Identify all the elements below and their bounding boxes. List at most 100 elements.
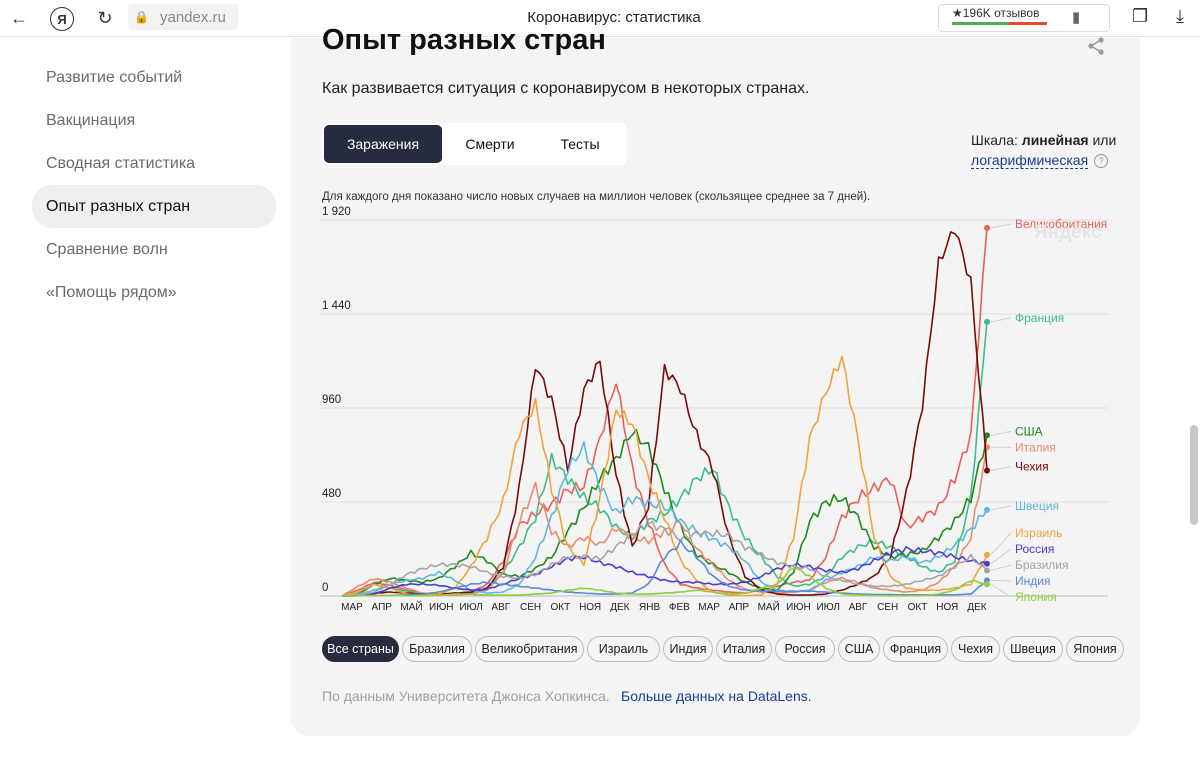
reviews-count[interactable]: ★196K отзывов bbox=[952, 6, 1040, 20]
legend-label: Израиль bbox=[1015, 526, 1062, 540]
chip-country-9[interactable]: Чехия bbox=[951, 636, 1000, 662]
back-arrow-icon[interactable]: ← bbox=[10, 7, 28, 28]
chip-all-countries[interactable]: Все страны bbox=[322, 636, 399, 662]
x-tick-label: ИЮЛ bbox=[459, 602, 482, 613]
series-end-point bbox=[984, 467, 990, 474]
collections-icon[interactable]: ❐ bbox=[1132, 6, 1149, 26]
reviews-badge[interactable] bbox=[938, 4, 1110, 32]
x-tick-label: АПР bbox=[372, 602, 393, 613]
y-tick-label: 960 bbox=[322, 394, 341, 406]
metric-tabs: Заражения Смерти Тесты bbox=[322, 123, 627, 165]
series-line bbox=[341, 567, 988, 597]
chip-country-6[interactable]: Россия bbox=[775, 636, 835, 662]
x-tick-label: АВГ bbox=[491, 602, 510, 613]
sidebar-item-summary[interactable]: Сводная статистика bbox=[46, 155, 196, 172]
x-tick-label: ДЕК bbox=[610, 602, 629, 613]
x-tick-label: ИЮЛ bbox=[816, 602, 839, 613]
x-tick-label: ФЕВ bbox=[669, 602, 690, 613]
y-tick-label: 1 440 bbox=[322, 300, 351, 312]
scale-linear[interactable]: линейная bbox=[1021, 132, 1089, 148]
series-end-point bbox=[984, 560, 990, 567]
legend-label: Великобритания bbox=[1015, 217, 1107, 231]
tab-infections[interactable]: Заражения bbox=[324, 125, 442, 163]
scale-or: или bbox=[1092, 132, 1117, 148]
sidebar-item-waves[interactable]: Сравнение волн bbox=[46, 241, 168, 258]
page-title: Опыт разных стран bbox=[322, 24, 606, 56]
tab-deaths[interactable]: Смерти bbox=[465, 136, 515, 152]
data-source-text: По данным Университета Джонса Хопкинса. bbox=[322, 688, 610, 704]
series-end-point bbox=[984, 506, 990, 513]
x-tick-label: МАР bbox=[698, 602, 720, 613]
chip-country-5[interactable]: Италия bbox=[716, 636, 772, 662]
legend-leader bbox=[990, 579, 1012, 582]
series-line bbox=[341, 520, 988, 597]
series-end-point bbox=[984, 318, 990, 325]
x-tick-label: ИЮН bbox=[429, 602, 454, 613]
chip-country-10[interactable]: Швеция bbox=[1003, 636, 1063, 662]
chip-country-11[interactable]: Япония bbox=[1066, 636, 1124, 662]
x-tick-label: ОКТ bbox=[550, 602, 570, 613]
page-scrollbar[interactable] bbox=[1190, 425, 1198, 525]
series-line bbox=[341, 231, 988, 597]
x-tick-label: ЯНВ bbox=[639, 602, 660, 613]
x-tick-label: ИЮН bbox=[786, 602, 811, 613]
sidebar-item-events[interactable]: Развитие событий bbox=[46, 69, 183, 86]
address-bar[interactable] bbox=[128, 4, 238, 30]
legend-leader bbox=[990, 564, 1012, 572]
page-subtitle: Как развивается ситуация с коронавирусом… bbox=[322, 80, 810, 97]
x-tick-label: МАР bbox=[341, 602, 363, 613]
scale-selector: Шкала: линейная или логарифмическая? bbox=[971, 130, 1116, 170]
x-tick-label: НОЯ bbox=[579, 602, 601, 613]
legend-leader bbox=[990, 583, 1012, 598]
series-line bbox=[341, 441, 988, 597]
scale-label: Шкала: bbox=[971, 132, 1018, 148]
legend-leader bbox=[990, 223, 1012, 229]
series-line bbox=[341, 546, 988, 597]
tab-tests[interactable]: Тесты bbox=[560, 136, 600, 152]
legend-label: Япония bbox=[1015, 590, 1057, 604]
x-tick-label: ОКТ bbox=[908, 602, 928, 613]
sidebar-item-countries[interactable]: Опыт разных стран bbox=[32, 185, 276, 228]
chip-country-1[interactable]: Бразилия bbox=[402, 636, 472, 662]
watermark-logo: Яндекс bbox=[1034, 222, 1102, 243]
download-icon[interactable]: ⤓ bbox=[1176, 6, 1184, 26]
legend-leader bbox=[990, 505, 1012, 511]
reviews-rating-bar bbox=[952, 22, 1047, 25]
series-line bbox=[341, 227, 988, 597]
sidebar-item-help[interactable]: «Помощь рядом» bbox=[46, 284, 177, 301]
legend-label: Франция bbox=[1015, 311, 1064, 325]
page-tab-title: Коронавирус: статистика bbox=[527, 9, 701, 26]
x-tick-label: АПР bbox=[729, 602, 750, 613]
lock-icon: 🔒 bbox=[134, 10, 149, 24]
legend-leader bbox=[990, 532, 1012, 556]
legend-label: США bbox=[1015, 424, 1043, 438]
legend-label: Чехия bbox=[1015, 460, 1049, 474]
legend-label: Бразилия bbox=[1015, 558, 1069, 572]
sidebar-item-vaccination[interactable]: Вакцинация bbox=[46, 112, 136, 129]
sidebar-nav: Развитие событий Вакцинация Сводная стат… bbox=[32, 56, 276, 314]
y-tick-label: 480 bbox=[322, 488, 341, 500]
yandex-logo-icon[interactable]: Я bbox=[50, 7, 74, 31]
legend-label: Россия bbox=[1015, 542, 1054, 556]
x-tick-label: МАЙ bbox=[400, 600, 422, 613]
help-icon[interactable]: ? bbox=[1094, 154, 1109, 168]
legend-label: Швеция bbox=[1015, 499, 1059, 513]
bookmark-icon[interactable]: ▮ bbox=[1072, 9, 1081, 26]
series-end-point bbox=[984, 432, 990, 439]
series-end-point bbox=[984, 224, 990, 231]
datalens-link[interactable]: Больше данных на DataLens. bbox=[621, 688, 812, 704]
share-icon[interactable] bbox=[1086, 36, 1106, 56]
browser-toolbar: ← Я ↻ 🔒 yandex.ru Коронавирус: статистик… bbox=[0, 0, 1200, 37]
chip-country-8[interactable]: Франция bbox=[883, 636, 948, 662]
chip-country-2[interactable]: Великобритания bbox=[475, 636, 584, 662]
series-end-point bbox=[984, 581, 990, 588]
address-url[interactable]: yandex.ru bbox=[160, 9, 226, 26]
legend-leader bbox=[990, 548, 1012, 565]
chip-country-3[interactable]: Израиль bbox=[587, 636, 660, 662]
chip-country-4[interactable]: Индия bbox=[663, 636, 713, 662]
scale-log-link[interactable]: логарифмическая bbox=[971, 152, 1089, 169]
x-tick-label: СЕН bbox=[520, 602, 541, 613]
chip-country-7[interactable]: США bbox=[838, 636, 880, 662]
reload-icon[interactable]: ↻ bbox=[97, 7, 113, 28]
legend-label: Италия bbox=[1015, 440, 1056, 454]
